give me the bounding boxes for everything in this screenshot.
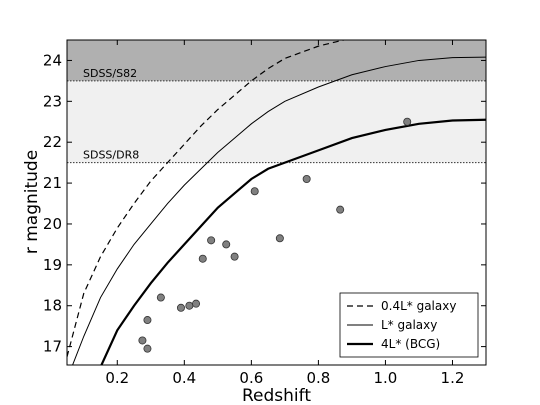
scatter-point-0 — [138, 336, 147, 345]
scatter-point-12 — [275, 234, 284, 243]
y-tick-label-6: 23 — [43, 92, 62, 110]
y-tick-label-3: 20 — [43, 215, 62, 233]
scatter-point-15 — [403, 117, 412, 126]
legend-label-1: L* galaxy — [381, 318, 437, 332]
legend: 0.4L* galaxy L* galaxy 4L* (BCG) — [339, 292, 479, 358]
scatter-point-9 — [222, 240, 231, 249]
y-tick-label-1: 18 — [43, 297, 62, 315]
cluster-points — [138, 117, 412, 353]
x-axis-label: Redshift — [242, 386, 311, 405]
scatter-point-7 — [198, 254, 207, 263]
magnitude-limit-bands — [67, 40, 486, 163]
series-line-0 — [67, 40, 347, 357]
y-axis-label: r magnitude — [22, 150, 42, 254]
x-tick-label-3: 0.8 — [306, 369, 330, 387]
scatter-point-3 — [156, 293, 165, 302]
plot-frame — [66, 39, 487, 366]
scatter-point-2 — [143, 316, 152, 325]
scatter-point-10 — [230, 252, 239, 261]
limit-label-1: SDSS/DR8 — [83, 149, 139, 162]
legend-label-2: 4L* (BCG) — [381, 337, 440, 351]
x-tick-label-5: 1.2 — [441, 369, 465, 387]
series-line-1 — [72, 56, 486, 365]
limit-label-0: SDSS/S82 — [83, 67, 137, 80]
y-tick-label-5: 22 — [43, 133, 62, 151]
y-tick-label-2: 19 — [43, 256, 62, 274]
x-tick-label-1: 0.4 — [172, 369, 196, 387]
scatter-point-1 — [143, 344, 152, 353]
x-axis-ticks: 0.2 0.4 0.6 0.8 1.0 1.2 — [105, 40, 464, 387]
legend-label-0: 0.4L* galaxy — [381, 299, 456, 313]
band-0 — [67, 40, 486, 81]
scatter-point-14 — [336, 205, 345, 214]
scatter-point-11 — [250, 187, 259, 196]
scatter-point-8 — [207, 236, 216, 245]
limit-lines — [67, 80, 486, 164]
x-tick-label-4: 1.0 — [374, 369, 398, 387]
scatter-point-13 — [302, 174, 311, 183]
y-tick-label-0: 17 — [43, 338, 62, 356]
y-axis-ticks: 17 18 19 20 21 22 23 24 — [43, 51, 486, 356]
y-tick-label-7: 24 — [43, 51, 62, 69]
series-line-2 — [100, 118, 486, 365]
x-tick-label-2: 0.6 — [239, 369, 263, 387]
scatter-point-5 — [185, 301, 194, 310]
band-1 — [67, 80, 486, 163]
scatter-point-4 — [176, 303, 185, 312]
scatter-point-6 — [192, 299, 201, 308]
y-tick-label-4: 21 — [43, 174, 62, 192]
luminosity-curves — [67, 40, 486, 365]
x-tick-label-0: 0.2 — [105, 369, 129, 387]
